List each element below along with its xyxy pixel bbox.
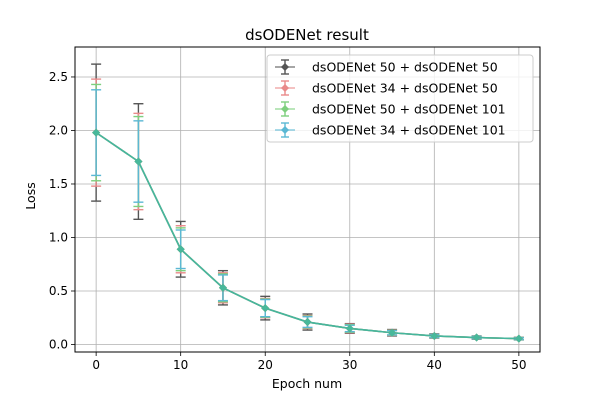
- legend-label: dsODENet 34 + dsODENet 101: [312, 123, 506, 138]
- x-axis-label: Epoch num: [272, 376, 342, 391]
- data-point: [430, 331, 439, 340]
- x-tick-label: 30: [342, 358, 357, 372]
- y-tick-label: 0.5: [49, 284, 68, 298]
- x-tick-label: 0: [92, 358, 100, 372]
- legend-marker: [281, 126, 289, 134]
- data-point: [218, 283, 227, 292]
- chart-title: dsODENet result: [245, 26, 369, 44]
- ticks: 0 10 20 30 40 50 0.0 0.5 1.0 1.5 2.0 2.5: [49, 70, 527, 372]
- series-markers: [92, 128, 523, 343]
- y-tick-label: 1.0: [49, 230, 68, 244]
- data-point: [92, 128, 101, 137]
- markers-series-4: [92, 128, 523, 343]
- data-point: [176, 245, 185, 254]
- legend-label: dsODENet 50 + dsODENet 50: [312, 60, 498, 75]
- y-axis-label: Loss: [23, 182, 38, 209]
- data-point: [345, 324, 354, 333]
- legend-box: [266, 54, 534, 143]
- legend-marker: [281, 84, 289, 92]
- legend-entry-1: dsODENet 50 + dsODENet 50: [275, 59, 498, 75]
- data-point: [261, 304, 270, 313]
- legend-entry-4: dsODENet 34 + dsODENet 101: [275, 122, 506, 138]
- x-tick-label: 40: [427, 358, 442, 372]
- x-tick-label: 10: [173, 358, 188, 372]
- x-tick-label: 50: [511, 358, 526, 372]
- data-point: [134, 157, 143, 166]
- legend-marker: [281, 63, 289, 71]
- plot-frame: [74, 46, 541, 353]
- legend-label: dsODENet 50 + dsODENet 101: [312, 102, 506, 117]
- legend: dsODENet 50 + dsODENet 50 dsODENet 34 + d…: [266, 54, 534, 143]
- x-tick-label: 20: [258, 358, 273, 372]
- legend-entry-3: dsODENet 50 + dsODENet 101: [275, 101, 506, 117]
- legend-marker: [281, 105, 289, 113]
- y-tick-label: 1.5: [49, 177, 68, 191]
- data-point: [388, 328, 397, 337]
- legend-entry-2: dsODENet 34 + dsODENet 50: [275, 80, 498, 96]
- y-tick-label: 2.5: [49, 70, 68, 84]
- legend-label: dsODENet 34 + dsODENet 50: [312, 81, 498, 96]
- y-tick-label: 0.0: [49, 338, 68, 352]
- data-point: [472, 333, 481, 342]
- y-tick-label: 2.0: [49, 123, 68, 137]
- data-point: [303, 318, 312, 327]
- data-point: [514, 334, 523, 343]
